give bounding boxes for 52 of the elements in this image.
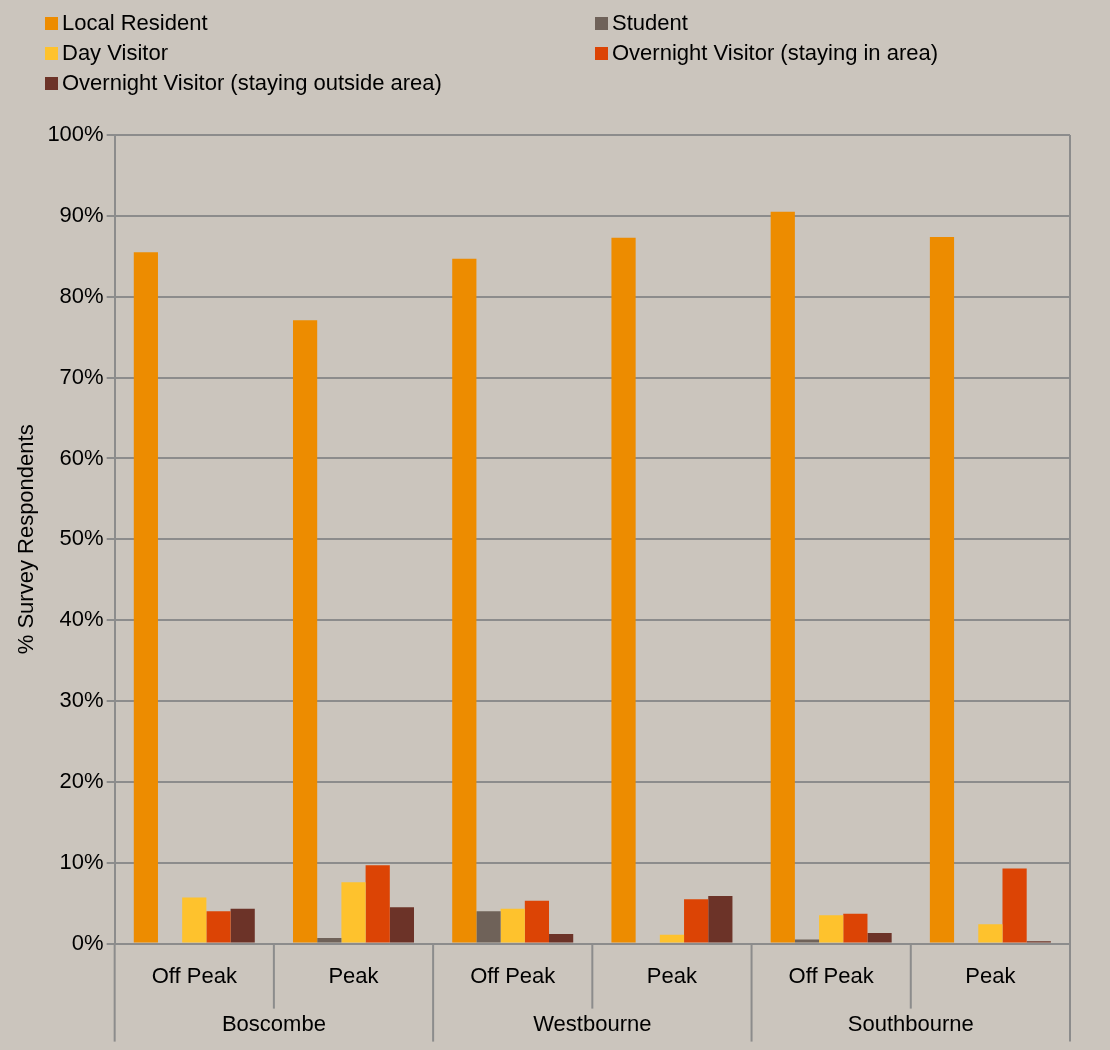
text: Boscombe — [221, 1010, 326, 1036]
text: Southbourne — [847, 1010, 974, 1036]
y-tick-label: 0% — [71, 929, 104, 955]
bar — [794, 939, 820, 943]
y-tick-label: 40% — [59, 606, 104, 632]
y-tick-label: 20% — [59, 767, 104, 793]
bar — [133, 252, 158, 943]
bar — [206, 911, 231, 943]
y-tick-label: 60% — [59, 444, 104, 470]
legend-label: Day Visitor — [62, 40, 168, 66]
x-tick-label: Off Peak — [151, 962, 238, 988]
y-tick-label: 100% — [47, 121, 104, 147]
x-tick-label: Off Peak — [470, 962, 557, 988]
bar — [843, 913, 868, 943]
legend-label: Local Resident — [62, 10, 208, 36]
bar — [867, 933, 892, 943]
bar — [708, 895, 733, 943]
bar — [549, 933, 574, 943]
x-tick-label: Peak — [328, 962, 380, 988]
bar — [230, 908, 255, 943]
legend-label: Student — [612, 10, 688, 36]
bar — [341, 882, 366, 943]
bar — [1002, 868, 1027, 943]
bar — [500, 908, 525, 943]
bar — [389, 907, 415, 943]
bar — [476, 911, 501, 943]
x-tick-label: Peak — [965, 962, 1017, 988]
bar — [365, 865, 390, 943]
y-axis-title: % Survey Respondents — [13, 424, 39, 655]
bar — [317, 937, 342, 943]
x-tick-label: Off Peak — [788, 962, 875, 988]
bar — [611, 237, 636, 943]
bar — [978, 924, 1003, 943]
bar — [684, 899, 709, 943]
bar — [929, 236, 955, 943]
bar — [524, 900, 550, 943]
y-tick-label: 50% — [59, 525, 104, 551]
y-tick-label: 90% — [59, 201, 104, 227]
bar — [182, 897, 207, 943]
bar — [659, 934, 685, 943]
y-tick-label: 30% — [59, 687, 104, 713]
legend-label: Overnight Visitor (staying in area) — [612, 40, 939, 66]
bar — [770, 211, 795, 943]
bar — [293, 320, 318, 943]
x-tick-label: Peak — [646, 962, 699, 988]
y-tick-label: 80% — [59, 282, 104, 308]
legend-label: Overnight Visitor (staying outside area) — [62, 70, 442, 96]
bar — [452, 258, 477, 943]
y-tick-label: 70% — [59, 363, 104, 389]
text: Westbourne — [533, 1010, 652, 1036]
y-tick-label: 10% — [59, 848, 104, 874]
bar — [819, 915, 844, 943]
